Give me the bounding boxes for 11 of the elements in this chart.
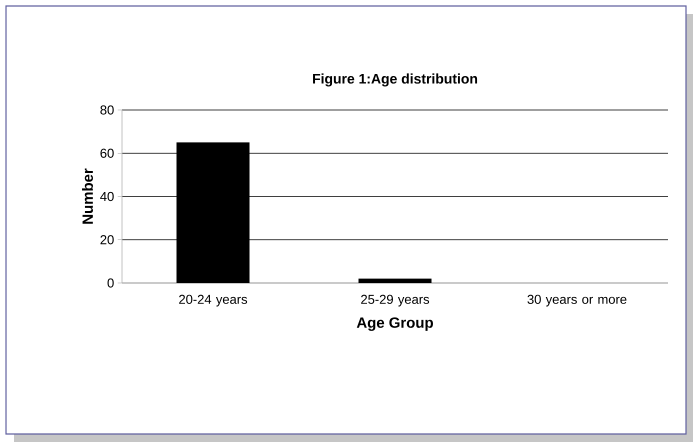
y-tick-label: 20 xyxy=(100,235,114,244)
y-tick-label: 60 xyxy=(100,148,114,158)
x-tick-label: 30 years or more xyxy=(527,294,626,306)
y-tick-label: 0 xyxy=(108,278,114,288)
chart-title: Figure 1:Age distribution xyxy=(313,73,478,86)
x-axis-title: Age Group xyxy=(356,317,433,331)
y-axis-title: Number xyxy=(82,168,93,224)
x-tick-label: 25-29 years xyxy=(361,294,430,306)
x-tick-label: 20-24 years xyxy=(179,294,248,306)
y-tick-label: 80 xyxy=(100,105,114,115)
y-tick-label: 40 xyxy=(100,192,114,202)
